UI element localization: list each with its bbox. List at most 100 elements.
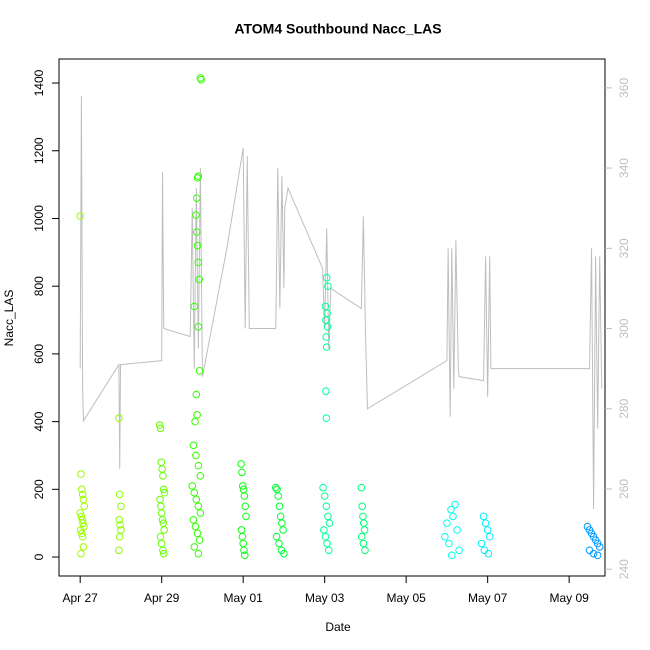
y-tick-label: 1200 [32, 137, 46, 164]
y2-tick-label: 280 [617, 398, 631, 418]
data-point [280, 549, 288, 558]
data-point [77, 549, 85, 558]
x-tick-label: Apr 29 [144, 591, 180, 605]
data-point [322, 333, 331, 341]
data-point [76, 526, 85, 534]
data-point [455, 546, 463, 555]
data-point [237, 526, 246, 534]
data-point [320, 526, 328, 534]
x-axis-label: Date [325, 620, 351, 634]
data-point [240, 492, 249, 500]
data-point [190, 543, 199, 551]
data-point [191, 522, 200, 531]
data-point [319, 483, 327, 492]
data-point [192, 495, 201, 504]
data-point [117, 502, 125, 511]
y2-tick-label: 300 [617, 318, 631, 338]
y-axis-label: Nacc_LAS [2, 290, 16, 347]
data-point [115, 532, 124, 541]
data-point [115, 515, 124, 524]
data-point [279, 526, 287, 534]
data-point [196, 509, 205, 517]
data-point [323, 323, 332, 331]
data-point [192, 228, 201, 236]
y-tick-label: 600 [32, 344, 46, 364]
data-point [443, 519, 451, 527]
data-point [193, 174, 202, 182]
data-point [275, 502, 284, 511]
chart-title: ATOM4 Southbound Nacc_LAS [234, 21, 441, 37]
y2-tick-label: 260 [617, 479, 631, 499]
data-point [79, 543, 88, 551]
data-point [115, 490, 124, 499]
data-point [271, 483, 280, 492]
data-point [276, 512, 285, 521]
data-point [190, 488, 199, 497]
data-point [357, 483, 366, 492]
data-point [238, 532, 247, 541]
data-point [274, 492, 283, 500]
data-point [484, 549, 493, 558]
data-point [359, 512, 367, 521]
data-point [78, 532, 87, 541]
data-point [77, 470, 85, 478]
data-point [156, 424, 165, 433]
x-tick-label: Apr 27 [63, 591, 99, 605]
data-point [322, 502, 331, 511]
data-point [158, 515, 167, 524]
data-point [191, 417, 199, 426]
data-point [157, 539, 166, 548]
data-point [451, 500, 459, 509]
data-point [80, 502, 89, 511]
data-point [237, 460, 245, 468]
data-point [477, 539, 486, 548]
data-point [359, 519, 368, 527]
data-point [193, 411, 201, 419]
data-point [322, 387, 330, 395]
data-point [194, 258, 203, 267]
y2-tick-label: 320 [617, 238, 631, 258]
data-point [272, 532, 281, 541]
data-point [159, 549, 168, 558]
data-point [160, 488, 169, 497]
data-point [483, 526, 492, 534]
data-point [358, 502, 366, 511]
data-point [441, 532, 449, 541]
data-point [447, 551, 456, 560]
data-point [595, 543, 604, 551]
y-tick-label: 1400 [32, 69, 46, 96]
data-point [189, 515, 198, 524]
data-point [194, 461, 203, 470]
data-point [192, 211, 200, 219]
data-point [195, 536, 204, 544]
data-point [192, 194, 201, 202]
data-point [322, 414, 331, 423]
data-point [193, 241, 202, 250]
data-point [322, 316, 330, 324]
data-point [78, 529, 86, 538]
data-point [238, 468, 246, 477]
data-point [324, 282, 332, 290]
data-point [238, 482, 247, 490]
data-point [447, 505, 455, 514]
data-point [76, 212, 84, 220]
data-point [159, 485, 168, 494]
y-tick-label: 0 [32, 553, 46, 560]
data-point [359, 539, 368, 548]
data-point [360, 526, 369, 534]
data-point [275, 539, 283, 548]
y-tick-label: 200 [32, 479, 46, 499]
data-point [188, 482, 197, 490]
data-point [193, 529, 202, 538]
data-point [194, 502, 203, 511]
data-point [361, 546, 369, 555]
y2-tick-label: 360 [617, 78, 631, 98]
data-point [324, 546, 333, 555]
data-point [278, 519, 286, 527]
data-point [585, 546, 594, 555]
data-point [242, 512, 250, 521]
data-point [194, 549, 203, 558]
data-point [156, 495, 164, 504]
data-point [157, 502, 165, 511]
